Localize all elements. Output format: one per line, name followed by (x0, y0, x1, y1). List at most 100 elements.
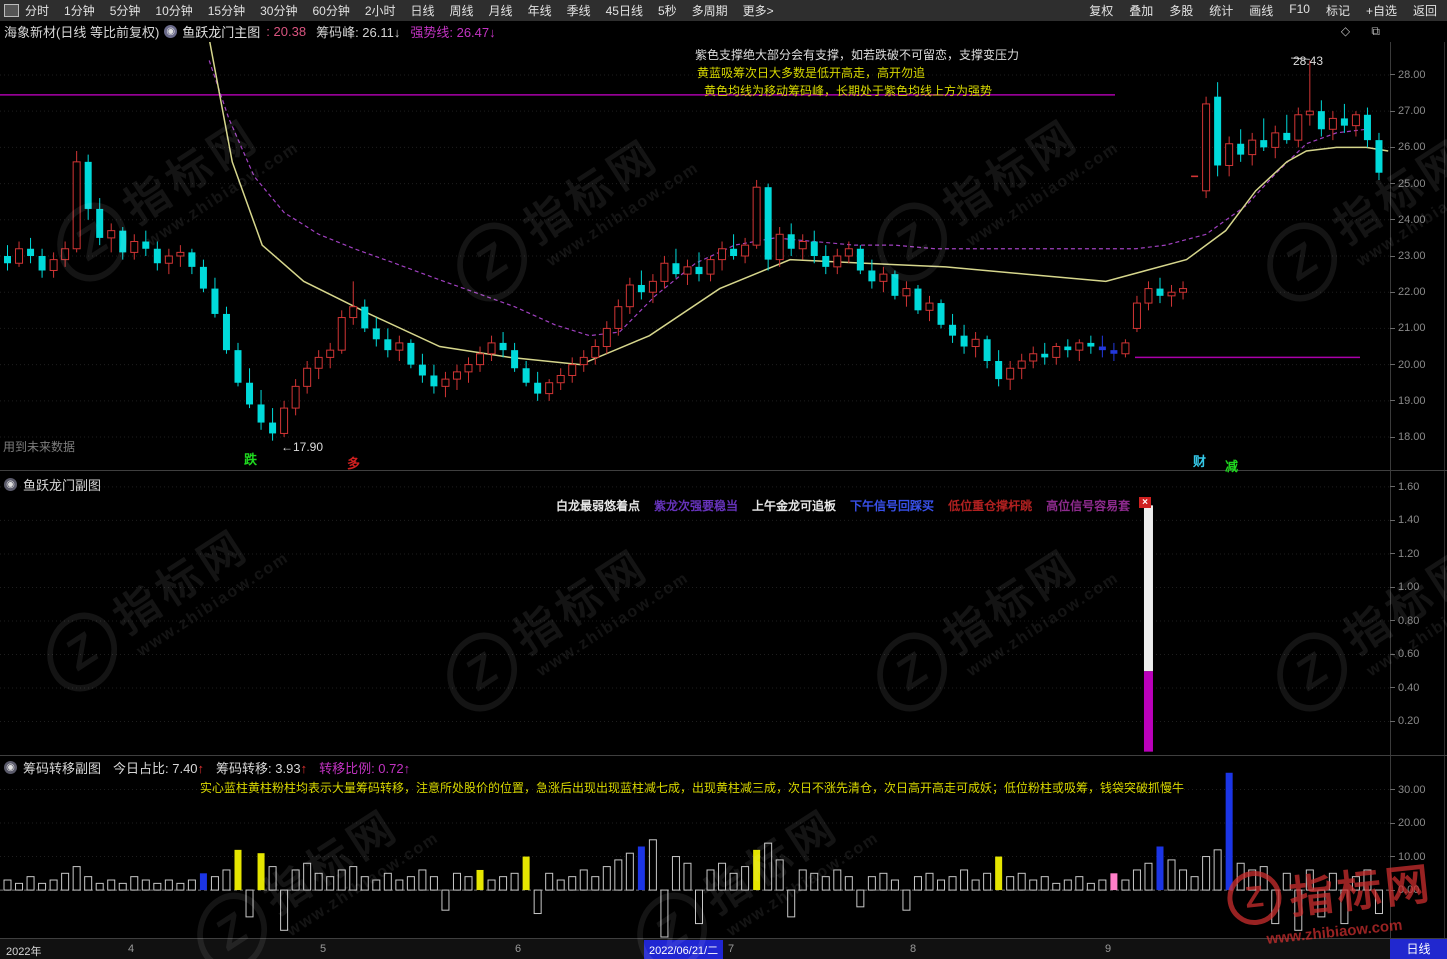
bottom-panel-stats: 今日占比: 7.40↑ 筹码转移: 3.93↑ 转移比例: 0.72↑ (101, 758, 410, 777)
y-axis-label: 1.00 (1390, 581, 1419, 593)
timeframe-item-16[interactable]: 更多> (742, 4, 774, 18)
titlebar-corner-icons[interactable]: ◇ ⧉ (1340, 24, 1389, 38)
dragon-signal-4: 低位重仓撑杆跳 (948, 499, 1033, 513)
absorb-note: 黄蓝吸筹次日大多数是低开高走，高开勿追 (697, 66, 926, 80)
y-axis-label: 24.00 (1390, 214, 1426, 226)
timeframe-item-11[interactable]: 年线 (527, 4, 552, 18)
y-axis-label: 0.40 (1390, 682, 1419, 694)
ma-note: 黄色均线为移动筹码峰，长期处于紫色均线上方为强势 (704, 84, 993, 98)
y-axis-label: 25.00 (1390, 178, 1426, 190)
stock-name[interactable]: 海象新材(日线 等比前复权) (4, 25, 160, 40)
tool-item-6[interactable]: 标记 (1325, 4, 1350, 18)
tool-item-3[interactable]: 统计 (1209, 4, 1234, 18)
cai-marker: 财 (1193, 454, 1207, 469)
panel-divider-1 (0, 470, 1447, 471)
tools-menu: 复权 叠加 多股 统计 画线 F10 标记 +自选 返回 (1089, 2, 1447, 19)
dragon-signal-5: 高位信号容易套 (1046, 499, 1131, 513)
timeframe-item-1[interactable]: 1分钟 (64, 4, 95, 18)
chart-title-bar: 海象新材(日线 等比前复权) ◉ 鱼跃龙门主图 : 20.38 筹码峰: 26.… (0, 21, 1447, 42)
timeframe-item-13[interactable]: 45日线 (605, 4, 643, 18)
high-price-callout: 28.43 (1293, 54, 1324, 68)
chip-stat-0: 今日占比: 7.40↑ (113, 761, 205, 776)
chip-stat-1: 筹码转移: 3.93↑ (216, 761, 308, 776)
right-edge-divider (1444, 42, 1445, 938)
dragon-signal-0: 白龙最弱悠着点 (556, 499, 641, 513)
timeframe-item-8[interactable]: 日线 (410, 4, 435, 18)
main-indicator-value: : 20.38 (266, 24, 307, 39)
y-axis-label: 27.00 (1390, 105, 1426, 117)
timeframe-item-9[interactable]: 周线 (449, 4, 474, 18)
dragon-signal-2: 上午金龙可追板 (752, 499, 837, 513)
y-axis-label: 0.20 (1390, 715, 1419, 727)
y-axis-label: 1.20 (1390, 548, 1419, 560)
main-chart-panel[interactable]: 紫色支撑绝大部分会有支撑，如若跌破不可留恋，支撑变压力 黄蓝吸筹次日大多数是低开… (0, 42, 1390, 474)
timeframe-item-6[interactable]: 60分钟 (312, 4, 350, 18)
candlestick-series (4, 60, 1383, 441)
tool-item-2[interactable]: 多股 (1169, 4, 1194, 18)
timeframe-item-5[interactable]: 30分钟 (260, 4, 298, 18)
tool-item-4[interactable]: 画线 (1249, 4, 1274, 18)
selected-date-label: 2022/06/21/二 (644, 940, 724, 959)
mid-panel-header: ◉ 鱼跃龙门副图 (4, 475, 101, 494)
period-button[interactable]: 日线 (1390, 939, 1447, 959)
timeframe-item-0[interactable]: 分时 (25, 4, 50, 18)
y-axis-label: 26.00 (1390, 141, 1426, 153)
bottom-panel-title[interactable]: 筹码转移副图 (23, 761, 102, 776)
jian-marker: 减 (1225, 459, 1239, 474)
y-axis-label: 30.00 (1390, 784, 1426, 796)
tool-item-1[interactable]: 叠加 (1129, 4, 1154, 18)
indicator-badge-icon: ◉ (164, 25, 178, 38)
y-axis-label: 22.00 (1390, 286, 1426, 298)
system-menu-icon[interactable] (4, 4, 19, 17)
y-axis-label: 1.60 (1390, 481, 1419, 493)
candlestick-chart (0, 42, 1390, 441)
y-axis-label: 10.00 (1390, 851, 1426, 863)
sell-marker-icon: × (1139, 497, 1151, 508)
y-axis-label: 23.00 (1390, 250, 1426, 262)
timeframe-item-4[interactable]: 15分钟 (207, 4, 246, 18)
timeframe-item-14[interactable]: 5秒 (657, 4, 677, 18)
mid-panel-title[interactable]: 鱼跃龙门副图 (23, 478, 102, 493)
dragon-signal-1: 紫龙次强要稳当 (654, 499, 739, 513)
timeline-year: 2022年 (6, 946, 42, 958)
timeframe-item-12[interactable]: 季线 (566, 4, 591, 18)
tool-item-7[interactable]: +自选 (1365, 4, 1397, 18)
timeframe-item-15[interactable]: 多周期 (691, 4, 728, 18)
future-data-note: 用到未来数据 (3, 440, 76, 454)
down-marker: 跌 (244, 452, 258, 467)
main-indicator-name[interactable]: 鱼跃龙门主图 (182, 25, 261, 40)
y-axis-label: 28.00 (1390, 69, 1426, 81)
y-axis-label: 0.60 (1390, 648, 1419, 660)
bottom-panel-header: ◉ 筹码转移副图 今日占比: 7.40↑ 筹码转移: 3.93↑ 转移比例: 0.7… (4, 758, 410, 777)
signal-bar-chart (0, 486, 1390, 752)
y-axis-label: 20.00 (1390, 817, 1426, 829)
timeframe-item-7[interactable]: 2小时 (364, 4, 396, 18)
tool-item-5[interactable]: F10 (1289, 2, 1310, 16)
y-axis-label: 18.00 (1390, 431, 1426, 443)
timeframe-item-3[interactable]: 10分钟 (155, 4, 193, 18)
mid-value-axis: 1.60 1.40 1.20 1.00 0.80 0.60 0.40 0.20 (1390, 470, 1447, 755)
fish-dragon-sub-panel[interactable]: ◉ 鱼跃龙门副图 白龙最弱悠着点 紫龙次强要稳当 上午金龙可追板 下午信号回踩买 低位重… (0, 470, 1390, 755)
y-axis-label: 0.00 (1390, 884, 1419, 896)
bottom-value-axis: 30.00 20.00 10.00 0.00 (1390, 755, 1447, 938)
timeline-bar[interactable]: 2022年 2022/06/21/二 日线 4 5 6 7 8 9 (0, 938, 1447, 959)
chip-transfer-panel[interactable]: ◉ 筹码转移副图 今日占比: 7.40↑ 筹码转移: 3.93↑ 转移比例: 0.7… (0, 755, 1390, 938)
bottom-panel-icon: ◉ (4, 761, 17, 774)
timeframe-item-10[interactable]: 月线 (488, 4, 513, 18)
main-price-axis: 28.00 27.00 26.00 25.00 24.00 23.00 22.00 21.00… (1390, 42, 1447, 470)
dragon-signal-3: 下午信号回踩买 (850, 499, 935, 513)
top-menu-bar: 分时 1分钟 5分钟 10分钟 15分钟 30分钟 60分钟 2小时 日线 周线 月线 年线 季线 45日… (0, 0, 1447, 22)
y-axis-label: 20.00 (1390, 359, 1426, 371)
chip-transfer-note: 实心蓝柱黄柱粉柱均表示大量筹码转移，注意所处股价的位置，急涨后出现出现蓝柱减七成… (200, 781, 1185, 795)
y-axis-label: 0.80 (1390, 615, 1419, 627)
timeframe-item-2[interactable]: 5分钟 (109, 4, 141, 18)
tool-item-0[interactable]: 复权 (1089, 4, 1114, 18)
axis-divider (1390, 42, 1391, 938)
timeline-month-label: 8 (910, 943, 917, 955)
tool-item-8[interactable]: 返回 (1412, 4, 1437, 18)
chip-transfer-bar-chart (0, 772, 1390, 938)
timeline-month-label: 5 (320, 943, 327, 955)
dragon-signals-row: 白龙最弱悠着点 紫龙次强要稳当 上午金龙可追板 下午信号回踩买 低位重仓撑杆跳 高位信号容… (556, 497, 1130, 514)
y-axis-label: 21.00 (1390, 322, 1426, 334)
